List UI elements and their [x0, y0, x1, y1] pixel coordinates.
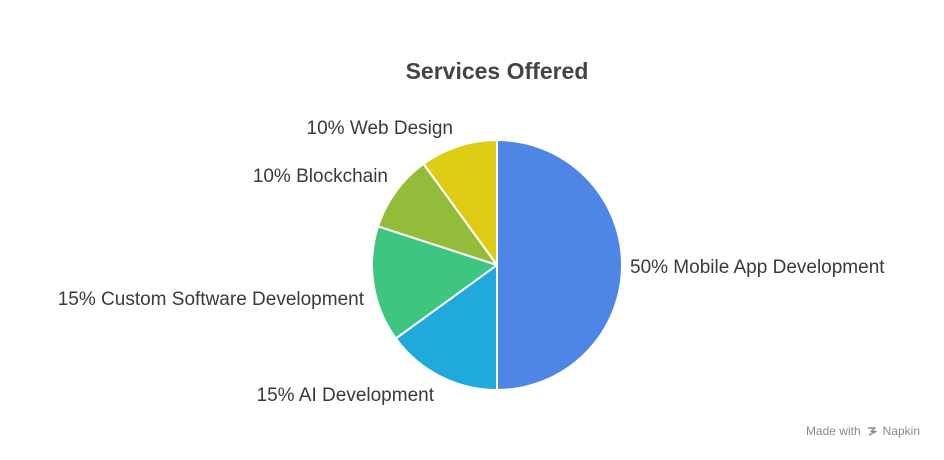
pie-slice-web-design: [422, 139, 498, 266]
watermark-prefix: Made with: [805, 424, 861, 438]
slice-label-blockchain: 10% Blockchain: [253, 166, 388, 187]
slice-label-web-design: 10% Web Design: [307, 118, 453, 139]
slice-labels: 50% Mobile App Development 15% AI Develop…: [58, 118, 886, 406]
slice-label-mobile-app-development: 50% Mobile App Development: [630, 257, 885, 278]
pie-slices: [371, 139, 623, 391]
pie-slice-ai-development: [394, 264, 498, 391]
pie-slice-blockchain: [377, 162, 498, 266]
slice-label-custom-software-development: 15% Custom Software Development: [58, 289, 365, 310]
watermark-brand: Napkin: [882, 424, 920, 438]
napkin-watermark[interactable]: Made with Napkin: [806, 424, 920, 438]
slice-label-ai-development: 15% AI Development: [257, 385, 435, 406]
napkin-logo-icon: [867, 427, 877, 436]
pie-slice-custom-software-development: [371, 225, 498, 340]
chart-title: Services Offered: [406, 58, 589, 84]
pie-slice-mobile-app-development: [496, 139, 623, 391]
